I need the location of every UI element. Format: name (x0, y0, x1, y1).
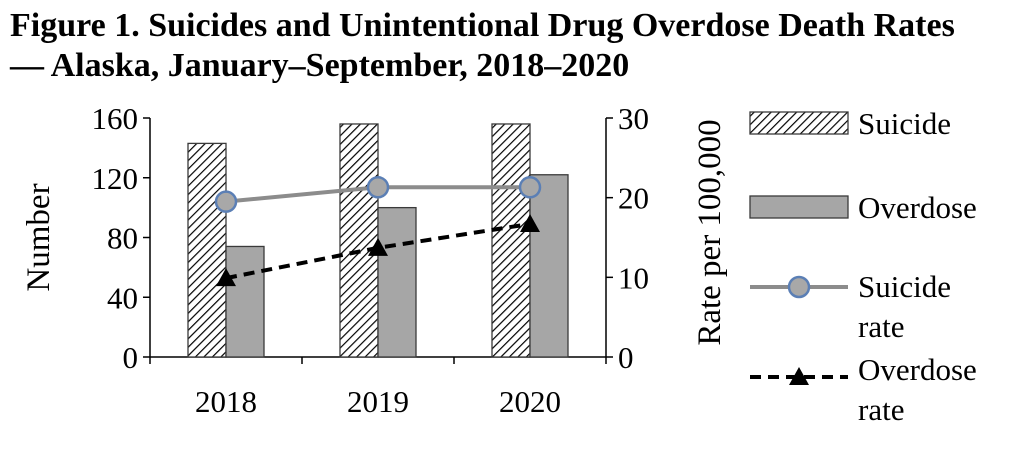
y-tick-label: 160 (92, 101, 139, 136)
legend-swatch-suicide (749, 111, 849, 135)
y2-tick-label: 20 (618, 181, 649, 216)
y2-tick-label: 0 (618, 340, 634, 375)
legend-label-overdose-rate-2: rate (858, 392, 904, 427)
bar-overdose (529, 174, 569, 358)
y-tick-label: 120 (92, 161, 139, 196)
point-suicide-rate (366, 176, 390, 199)
y2-tick-label: 10 (618, 260, 649, 295)
y-axis-label: Number (21, 183, 57, 291)
chart-title-line-2: — Alaska, January–September, 2018–2020 (10, 47, 630, 84)
legend-marker-overdose-rate (789, 367, 809, 385)
legend-marker-suicide-rate (787, 275, 811, 299)
x-tick-label: 2019 (347, 384, 409, 419)
legend-swatch-overdose (749, 195, 849, 219)
legend-label-overdose-rate-1: Overdose (858, 352, 977, 387)
legend-label-suicide-rate-1: Suicide (858, 269, 951, 304)
x-tick-label: 2020 (499, 384, 561, 419)
legend-label-overdose: Overdose (858, 190, 977, 225)
y-tick-label: 40 (107, 280, 138, 315)
chart-title: Figure 1. Suicides and Unintentional Dru… (10, 6, 1020, 86)
point-suicide-rate (214, 190, 238, 213)
legend-label-suicide: Suicide (858, 106, 951, 141)
bar-suicide (491, 123, 531, 358)
point-overdose-rate (216, 268, 236, 287)
x-tick-label: 2018 (195, 384, 257, 419)
y2-tick-label: 30 (618, 101, 649, 136)
bar-suicide (187, 142, 227, 358)
bar-overdose (225, 245, 265, 358)
legend: Suicide Overdose Suicide rate Overdose rate (749, 106, 977, 427)
point-overdose-rate (368, 237, 388, 256)
point-overdose-rate (520, 213, 540, 232)
bar-suicide (339, 123, 379, 358)
legend-label-suicide-rate-2: rate (858, 309, 904, 344)
plot-area: 0 40 80 120 160 0 10 20 30 2018 2019 2020 Number Rate… (21, 101, 728, 419)
point-suicide-rate (518, 176, 542, 199)
y-tick-label: 80 (107, 221, 138, 256)
chart-title-line-1: Figure 1. Suicides and Unintentional Dru… (10, 7, 955, 44)
y2-axis-label: Rate per 100,000 (692, 119, 728, 345)
y-tick-label: 0 (123, 340, 139, 375)
bar-overdose (377, 206, 417, 358)
